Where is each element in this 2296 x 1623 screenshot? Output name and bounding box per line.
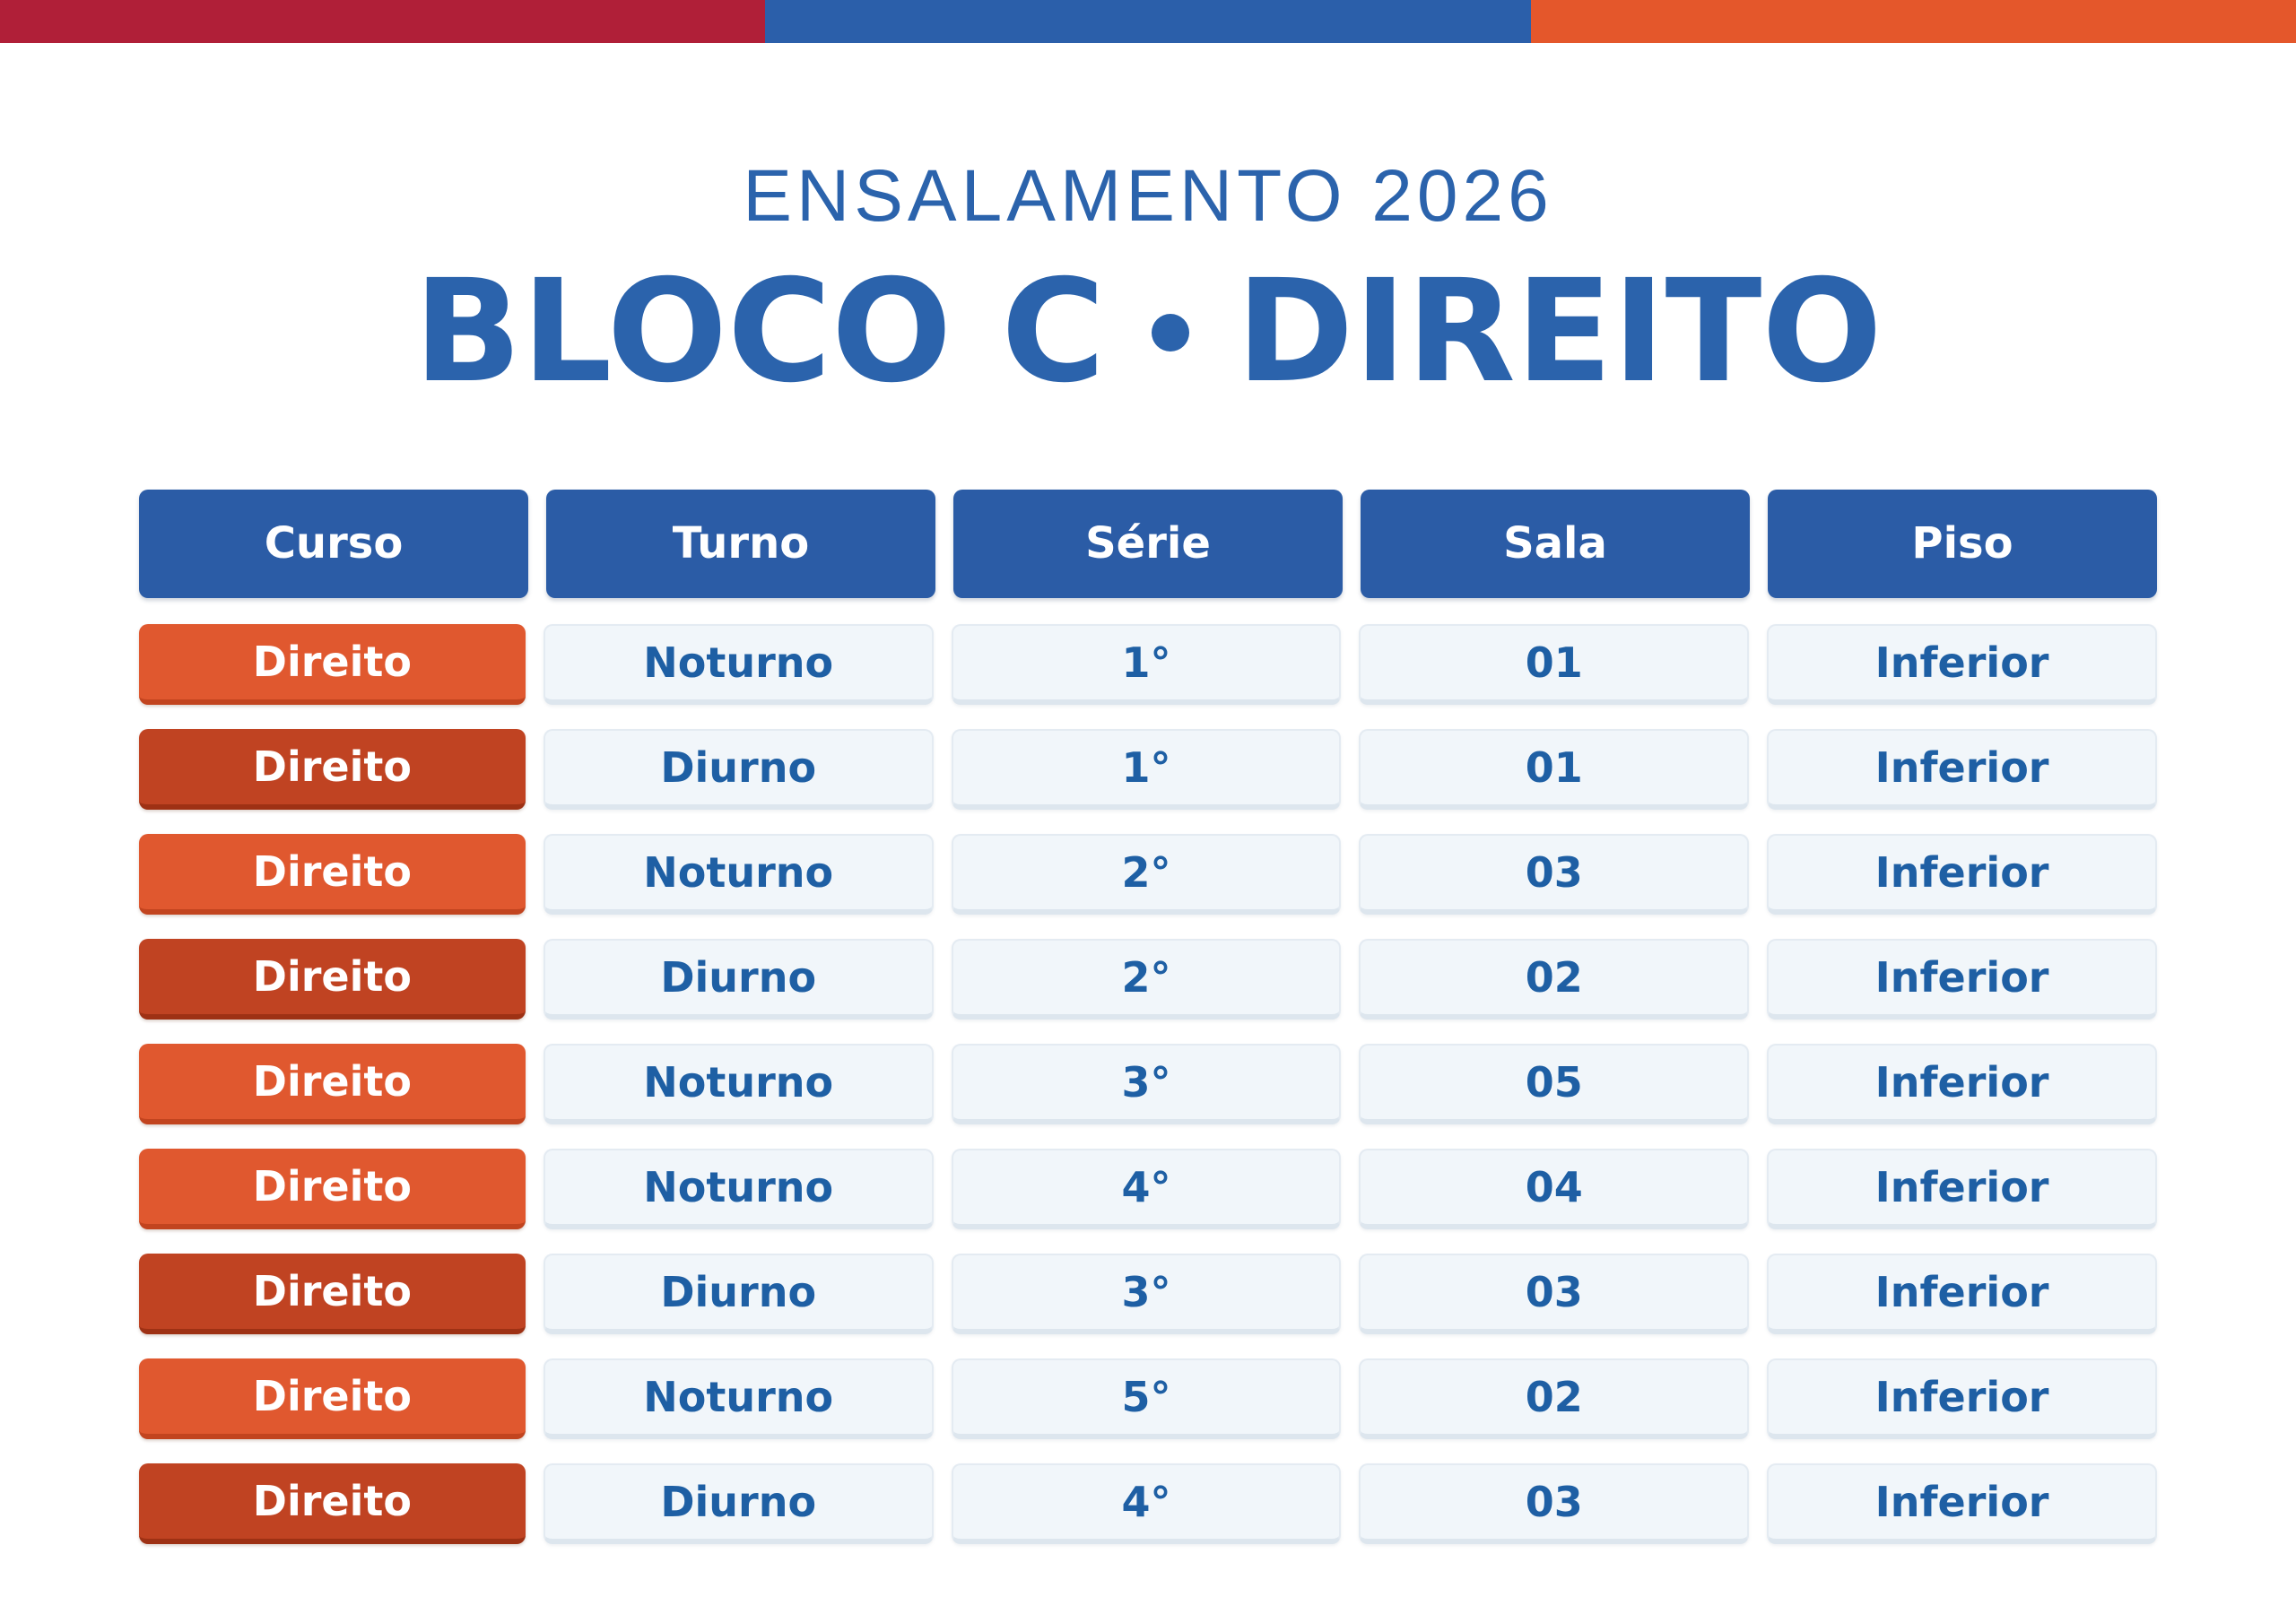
ensalamento-table: Curso Turno Série Sala Piso Direito Notu…: [139, 489, 2157, 1544]
piso-cell: Inferior: [1767, 1148, 2157, 1229]
page-title-block: BLOCO C: [413, 249, 1106, 415]
column-header-sala: Sala: [1361, 489, 1750, 598]
turno-cell: Diurno: [543, 938, 934, 1020]
topbar-blue-segment: [765, 0, 1531, 43]
piso-cell: Inferior: [1767, 1043, 2157, 1124]
title-dot-icon: [1152, 313, 1190, 352]
turno-cell: Noturno: [543, 833, 934, 915]
topbar-orange-segment: [1530, 0, 2296, 43]
topbar-red-segment: [0, 0, 766, 43]
sala-cell: 01: [1359, 623, 1750, 705]
curso-cell: Direito: [139, 938, 526, 1020]
turno-cell: Diurno: [543, 1462, 934, 1544]
serie-cell: 3°: [951, 1043, 1342, 1124]
curso-cell: Direito: [139, 1462, 526, 1544]
serie-cell: 5°: [951, 1358, 1342, 1439]
sala-cell: 03: [1359, 833, 1750, 915]
sala-cell: 02: [1359, 938, 1750, 1020]
turno-cell: Noturno: [543, 1043, 934, 1124]
serie-cell: 2°: [951, 833, 1342, 915]
serie-cell: 3°: [951, 1253, 1342, 1334]
page-title-course: DIREITO: [1236, 249, 1883, 415]
turno-cell: Noturno: [543, 623, 934, 705]
sala-cell: 03: [1359, 1462, 1750, 1544]
piso-cell: Inferior: [1767, 1358, 2157, 1439]
table-row: Direito Diurno 4° 03 Inferior: [139, 1462, 2157, 1544]
serie-cell: 2°: [951, 938, 1342, 1020]
serie-cell: 4°: [951, 1462, 1342, 1544]
turno-cell: Diurno: [543, 1253, 934, 1334]
page-subtitle: ENSALAMENTO 2026: [743, 155, 1553, 237]
turno-cell: Noturno: [543, 1358, 934, 1439]
piso-cell: Inferior: [1767, 833, 2157, 915]
sala-cell: 02: [1359, 1358, 1750, 1439]
table-row: Direito Noturno 1° 01 Inferior: [139, 623, 2157, 705]
piso-cell: Inferior: [1767, 1462, 2157, 1544]
table-header-row: Curso Turno Série Sala Piso: [139, 489, 2157, 598]
column-header-curso: Curso: [139, 489, 528, 598]
sala-cell: 01: [1359, 728, 1750, 810]
sala-cell: 05: [1359, 1043, 1750, 1124]
page-title: BLOCO C DIREITO: [0, 249, 2296, 415]
piso-cell: Inferior: [1767, 938, 2157, 1020]
curso-cell: Direito: [139, 1043, 526, 1124]
column-header-piso: Piso: [1768, 489, 2157, 598]
piso-cell: Inferior: [1767, 1253, 2157, 1334]
piso-cell: Inferior: [1767, 623, 2157, 705]
serie-cell: 1°: [951, 728, 1342, 810]
curso-cell: Direito: [139, 1253, 526, 1334]
curso-cell: Direito: [139, 728, 526, 810]
sala-cell: 04: [1359, 1148, 1750, 1229]
table-row: Direito Diurno 2° 02 Inferior: [139, 938, 2157, 1020]
turno-cell: Noturno: [543, 1148, 934, 1229]
curso-cell: Direito: [139, 1358, 526, 1439]
curso-cell: Direito: [139, 1148, 526, 1229]
piso-cell: Inferior: [1767, 728, 2157, 810]
serie-cell: 4°: [951, 1148, 1342, 1229]
column-header-serie: Série: [953, 489, 1343, 598]
table-row: Direito Diurno 3° 03 Inferior: [139, 1253, 2157, 1334]
curso-cell: Direito: [139, 833, 526, 915]
sala-cell: 03: [1359, 1253, 1750, 1334]
top-color-bar: [0, 0, 2296, 43]
curso-cell: Direito: [139, 623, 526, 705]
table-row: Direito Noturno 4° 04 Inferior: [139, 1148, 2157, 1229]
table-row: Direito Noturno 2° 03 Inferior: [139, 833, 2157, 915]
table-row: Direito Diurno 1° 01 Inferior: [139, 728, 2157, 810]
table-row: Direito Noturno 5° 02 Inferior: [139, 1358, 2157, 1439]
turno-cell: Diurno: [543, 728, 934, 810]
table-row: Direito Noturno 3° 05 Inferior: [139, 1043, 2157, 1124]
serie-cell: 1°: [951, 623, 1342, 705]
column-header-turno: Turno: [546, 489, 935, 598]
